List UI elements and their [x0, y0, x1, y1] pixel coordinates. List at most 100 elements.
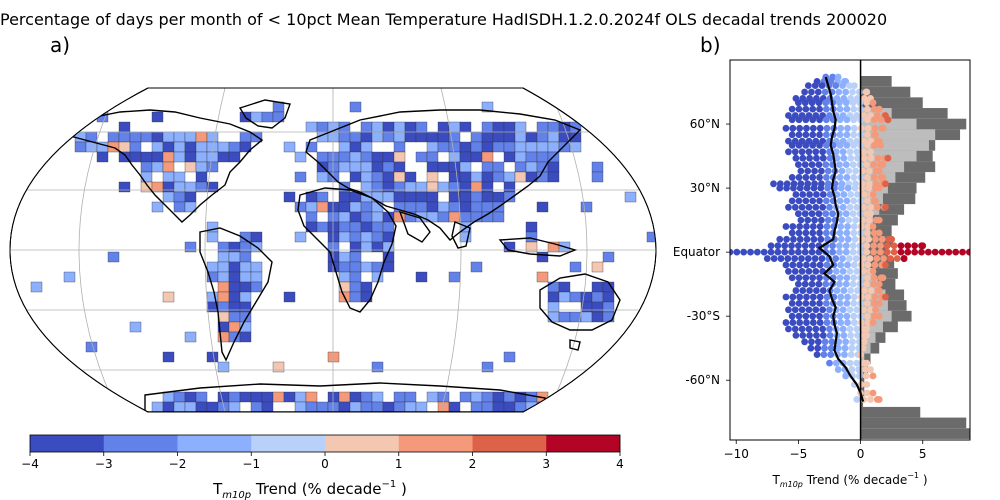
trend-point — [851, 235, 859, 243]
grid-cell — [195, 151, 208, 163]
trend-point — [815, 210, 823, 218]
trend-point — [816, 105, 823, 113]
trend-point — [844, 124, 851, 132]
trend-point — [875, 287, 883, 294]
grid-cell — [459, 181, 472, 193]
grid-cell — [481, 141, 494, 153]
trend-point — [884, 116, 892, 124]
trend-point — [789, 124, 797, 132]
trend-point — [809, 131, 817, 139]
grid-cell — [228, 321, 241, 333]
trend-point — [816, 293, 824, 301]
grid-cell — [415, 121, 428, 133]
trend-point — [836, 197, 844, 205]
trend-point — [833, 154, 841, 162]
grid-cell — [580, 201, 593, 213]
trend-point — [835, 338, 843, 346]
trend-point — [863, 248, 871, 256]
trend-point — [860, 338, 868, 346]
grid-cell — [393, 131, 406, 143]
trend-point — [782, 124, 790, 132]
grid-cell — [503, 171, 516, 183]
trend-point — [864, 274, 871, 282]
grid-cell — [459, 201, 472, 213]
trend-point — [840, 154, 848, 162]
trend-point — [809, 223, 817, 230]
trend-point — [826, 203, 833, 211]
trend-point — [809, 261, 817, 269]
trend-point — [822, 99, 830, 107]
trend-point — [836, 299, 844, 307]
grid-cell — [173, 191, 186, 203]
grid-cell — [371, 181, 384, 193]
trend-point — [790, 235, 797, 243]
trend-point — [813, 351, 821, 359]
trend-point — [841, 344, 849, 352]
trend-point — [760, 248, 768, 256]
grid-cell — [140, 151, 153, 163]
trend-point — [867, 287, 875, 294]
grid-cell — [151, 201, 164, 213]
trend-point — [849, 280, 857, 288]
grid-cell — [349, 391, 362, 403]
grid-cell — [162, 151, 175, 163]
trend-point — [816, 319, 824, 326]
trend-point — [836, 174, 844, 181]
trend-point — [853, 396, 861, 403]
grid-cell — [250, 261, 263, 273]
trend-point — [816, 197, 823, 205]
trend-point — [840, 287, 848, 294]
trend-point — [809, 141, 817, 149]
grid-cell — [151, 401, 164, 412]
grid-cell — [393, 401, 406, 412]
grid-cell — [459, 151, 472, 163]
trend-point — [872, 197, 879, 205]
trend-point — [846, 203, 854, 211]
grid-cell — [349, 241, 362, 253]
y-axis-ticks: 60°N 30°N Equator -30°S -60°N — [673, 117, 730, 387]
grid-cell — [349, 221, 362, 233]
trend-point — [792, 331, 800, 339]
grid-cell — [316, 151, 329, 163]
grid-cell — [217, 281, 230, 293]
grid-cell — [591, 311, 604, 323]
trend-point — [836, 131, 844, 139]
grid-cell — [239, 241, 252, 253]
trend-point — [854, 154, 861, 162]
grid-cell — [239, 331, 252, 343]
trend-point — [850, 116, 858, 124]
trend-point — [788, 274, 796, 282]
trend-point — [859, 344, 867, 352]
grid-cell — [151, 141, 164, 153]
trend-point — [822, 174, 830, 181]
grid-cell — [349, 151, 362, 163]
trend-point — [791, 203, 799, 211]
trend-point — [860, 287, 868, 294]
colorbar-block — [398, 435, 473, 452]
grid-cell — [437, 121, 450, 133]
grid-cell — [558, 311, 571, 323]
trend-point — [774, 248, 782, 256]
grid-cell — [327, 221, 340, 233]
grid-cell — [349, 281, 362, 293]
grid-cell — [239, 391, 252, 403]
grid-cell — [459, 141, 472, 153]
grid-cell — [151, 151, 164, 163]
median-trend-line — [817, 76, 865, 402]
grid-cell — [195, 181, 208, 193]
trend-point — [799, 287, 807, 294]
trend-point — [846, 306, 854, 314]
trend-point — [821, 88, 829, 96]
trend-point — [836, 312, 844, 320]
grid-cell — [448, 161, 461, 173]
trend-point — [785, 325, 792, 333]
grid-cell — [184, 241, 197, 253]
grid-cell — [360, 171, 373, 183]
grid-cell — [250, 391, 263, 403]
trend-point — [807, 344, 815, 352]
trend-point — [815, 161, 823, 169]
trend-point — [846, 359, 854, 367]
trend-point — [875, 280, 883, 288]
grid-cell — [206, 351, 219, 363]
